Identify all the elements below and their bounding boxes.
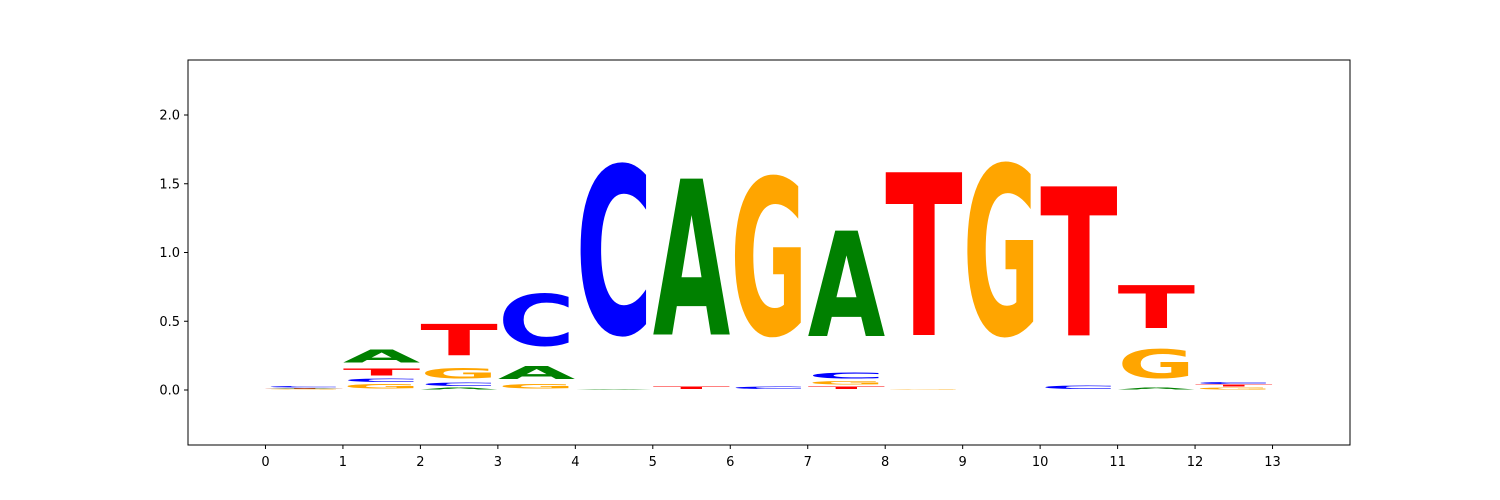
y-tick-label: 1.0: [159, 246, 180, 261]
logo-letter-c: C: [498, 281, 575, 363]
logo-letter-g: G: [885, 389, 962, 390]
logo-letter-a: A: [575, 389, 653, 390]
logo-letter-t: T: [1195, 384, 1273, 387]
x-tick-label: 7: [804, 455, 812, 470]
y-tick-label: 2.0: [159, 109, 180, 124]
y-tick-label: 1.5: [159, 177, 180, 192]
logo-letter-c: C: [730, 386, 807, 390]
x-tick-label: 5: [649, 455, 657, 470]
logo-letter-a: A: [498, 362, 576, 383]
logo-letter-g: G: [730, 136, 807, 386]
logo-letter-c: C: [420, 382, 497, 387]
logo-letter-c: C: [808, 371, 885, 381]
logo-letter-t: T: [653, 386, 731, 390]
x-tick-label: 2: [416, 455, 424, 470]
logo-letter-t: T: [1118, 274, 1196, 342]
logo-letter-c: C: [575, 121, 652, 388]
logo-letter-c: C: [265, 386, 342, 388]
x-tick-label: 13: [1264, 455, 1281, 470]
logo-letter-g: G: [498, 383, 575, 390]
x-tick-label: 10: [1032, 455, 1049, 470]
logo-letter-g: G: [963, 118, 1040, 389]
logo-letter-g: G: [420, 365, 497, 382]
logo-letter-t: T: [420, 316, 497, 365]
x-tick-label: 1: [339, 455, 347, 470]
logo-letter-t: T: [343, 367, 421, 378]
logo-letter-a: A: [343, 346, 421, 367]
x-tick-label: 3: [494, 455, 502, 470]
logo-letter-g: G: [1195, 387, 1272, 390]
logo-letter-a: A: [808, 204, 885, 371]
logo-letter-g: G: [808, 380, 885, 385]
y-axis: 0.0 0.5 1.0 1.5 2.0: [159, 109, 188, 399]
logo-letter-a: A: [653, 137, 730, 386]
x-tick-label: 9: [959, 455, 967, 470]
y-tick-label: 0.0: [159, 384, 180, 399]
logo-letter-g: G: [265, 389, 342, 390]
logo-letter-t: T: [1040, 146, 1117, 385]
logo-letter-t: T: [808, 386, 886, 390]
y-tick-label: 0.5: [159, 315, 180, 330]
logo-letter-t: T: [885, 128, 962, 388]
logo-letter-g: G: [343, 383, 420, 390]
logo-letter-c: C: [343, 378, 420, 383]
x-tick-label: 8: [881, 455, 889, 470]
logo-letter-c: C: [1040, 385, 1117, 390]
x-tick-label: 0: [261, 455, 269, 470]
logo-letter-a: A: [1118, 387, 1196, 390]
logo-letter-c: C: [1195, 382, 1272, 385]
x-tick-label: 6: [726, 455, 734, 470]
x-tick-label: 4: [571, 455, 579, 470]
x-tick-label: 11: [1109, 455, 1126, 470]
x-axis: 0 1 2 3 4 5 6 7 8 9 10 11 12 13: [261, 445, 1281, 470]
logo-letter-a: A: [265, 389, 343, 390]
x-tick-label: 12: [1187, 455, 1204, 470]
logo-letter-t: T: [265, 388, 343, 389]
logo-letter-g: G: [1118, 342, 1195, 387]
logo-letter-a: A: [420, 387, 498, 390]
